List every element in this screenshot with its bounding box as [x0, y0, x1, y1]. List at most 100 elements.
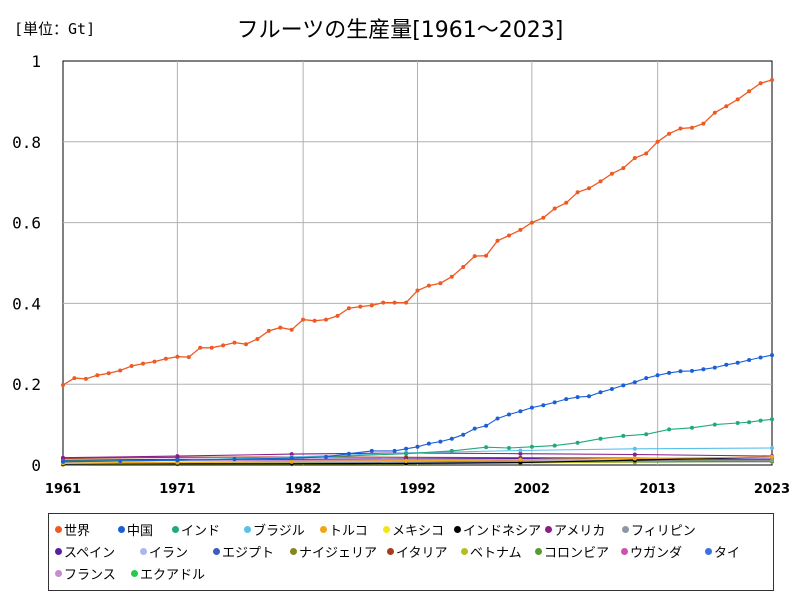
legend-label: イラン [149, 546, 189, 561]
legend-marker [545, 526, 552, 533]
legend-marker [383, 526, 390, 533]
data-point [346, 306, 351, 311]
y-tick-label: 0.6 [12, 214, 41, 233]
data-point [518, 227, 523, 232]
data-point [598, 436, 603, 441]
data-point [724, 104, 729, 109]
data-point [770, 78, 774, 82]
data-point [495, 238, 500, 243]
data-point [621, 383, 626, 388]
data-point [95, 373, 100, 378]
x-tick-label: 2023 [754, 482, 790, 497]
data-point [495, 416, 500, 421]
data-point [598, 179, 603, 184]
data-point [244, 342, 248, 347]
data-point [564, 200, 569, 205]
data-point [747, 358, 752, 362]
data-point [690, 368, 694, 373]
data-point [484, 253, 489, 258]
data-point [724, 362, 729, 367]
data-point [678, 126, 683, 131]
chart-title: フルーツの生産量[1961～2023] [236, 18, 564, 43]
x-tick-label: 2013 [640, 482, 676, 497]
x-tick-label: 2002 [514, 482, 550, 497]
data-point [529, 220, 534, 225]
legend-label: アメリカ [554, 524, 606, 539]
data-point [678, 369, 683, 374]
legend-item: フィリピン [622, 520, 696, 539]
data-point [301, 317, 306, 322]
legend-marker [244, 526, 251, 533]
legend-label: メキシコ [392, 524, 445, 539]
data-point [770, 417, 774, 422]
data-point [61, 383, 65, 387]
data-point [232, 457, 237, 462]
data-point [770, 458, 774, 463]
data-point [369, 303, 374, 308]
data-point [758, 355, 763, 360]
legend-item: イタリア [387, 542, 447, 561]
legend-marker [622, 526, 629, 533]
legend-marker [320, 526, 327, 533]
data-point [72, 376, 77, 381]
x-tick-label: 1992 [399, 482, 435, 497]
data-point [289, 327, 294, 332]
data-point [609, 387, 614, 391]
data-point [335, 313, 340, 318]
data-point [735, 360, 740, 365]
data-point [701, 121, 706, 126]
data-point [484, 445, 489, 450]
data-point [747, 89, 752, 94]
data-point [255, 337, 260, 341]
unit-label: [単位：Gt] [14, 20, 96, 38]
legend-marker [55, 548, 62, 555]
data-point [484, 423, 489, 428]
data-point [209, 345, 214, 350]
data-point [518, 451, 523, 456]
data-point [552, 400, 557, 405]
data-point [266, 328, 271, 333]
data-point [106, 371, 111, 376]
data-point [701, 367, 706, 372]
legend-marker [55, 526, 62, 533]
legend-item: コロンビア [535, 542, 609, 561]
legend-item: ベトナム [461, 542, 522, 561]
data-point [632, 456, 637, 461]
data-point [507, 233, 511, 238]
data-point [747, 420, 752, 425]
grid [63, 61, 772, 465]
data-point [404, 300, 409, 305]
data-point [632, 446, 637, 451]
data-point [438, 439, 443, 444]
data-point [621, 433, 626, 438]
legend-label: エジプト [222, 546, 275, 561]
data-point [392, 300, 397, 305]
data-point [575, 190, 580, 195]
legend-marker [172, 526, 179, 533]
data-point [289, 452, 294, 457]
legend-item: エジプト [213, 542, 274, 561]
legend-label: フィリピン [631, 524, 696, 539]
legend-marker [454, 526, 461, 533]
data-point [461, 265, 466, 269]
data-point [735, 421, 740, 425]
legend-item: イラン [140, 542, 188, 561]
data-point [758, 418, 763, 423]
x-tick-label: 1982 [285, 482, 321, 497]
line-chart: 0 0.2 0.4 0.6 0.8 1 1961 1971 1982 1992 2002 2013 20… [12, 52, 790, 497]
data-point [735, 97, 740, 102]
data-point [575, 395, 580, 400]
data-point [426, 283, 431, 288]
legend-marker [535, 548, 542, 555]
data-point [667, 131, 672, 136]
data-point [449, 274, 454, 279]
data-point [770, 446, 774, 450]
legend-marker [213, 548, 220, 555]
data-point [644, 151, 649, 156]
legend: 世界 中国 インド ブラジル トルコ メキシコ インドネシア アメリカ フィリピン スペイン イラン… [48, 513, 774, 591]
legend-item: インドネシア [454, 520, 541, 539]
data-point [644, 432, 649, 437]
data-point [404, 446, 409, 451]
data-point [175, 454, 180, 459]
legend-item: ウガンダ [621, 542, 682, 561]
